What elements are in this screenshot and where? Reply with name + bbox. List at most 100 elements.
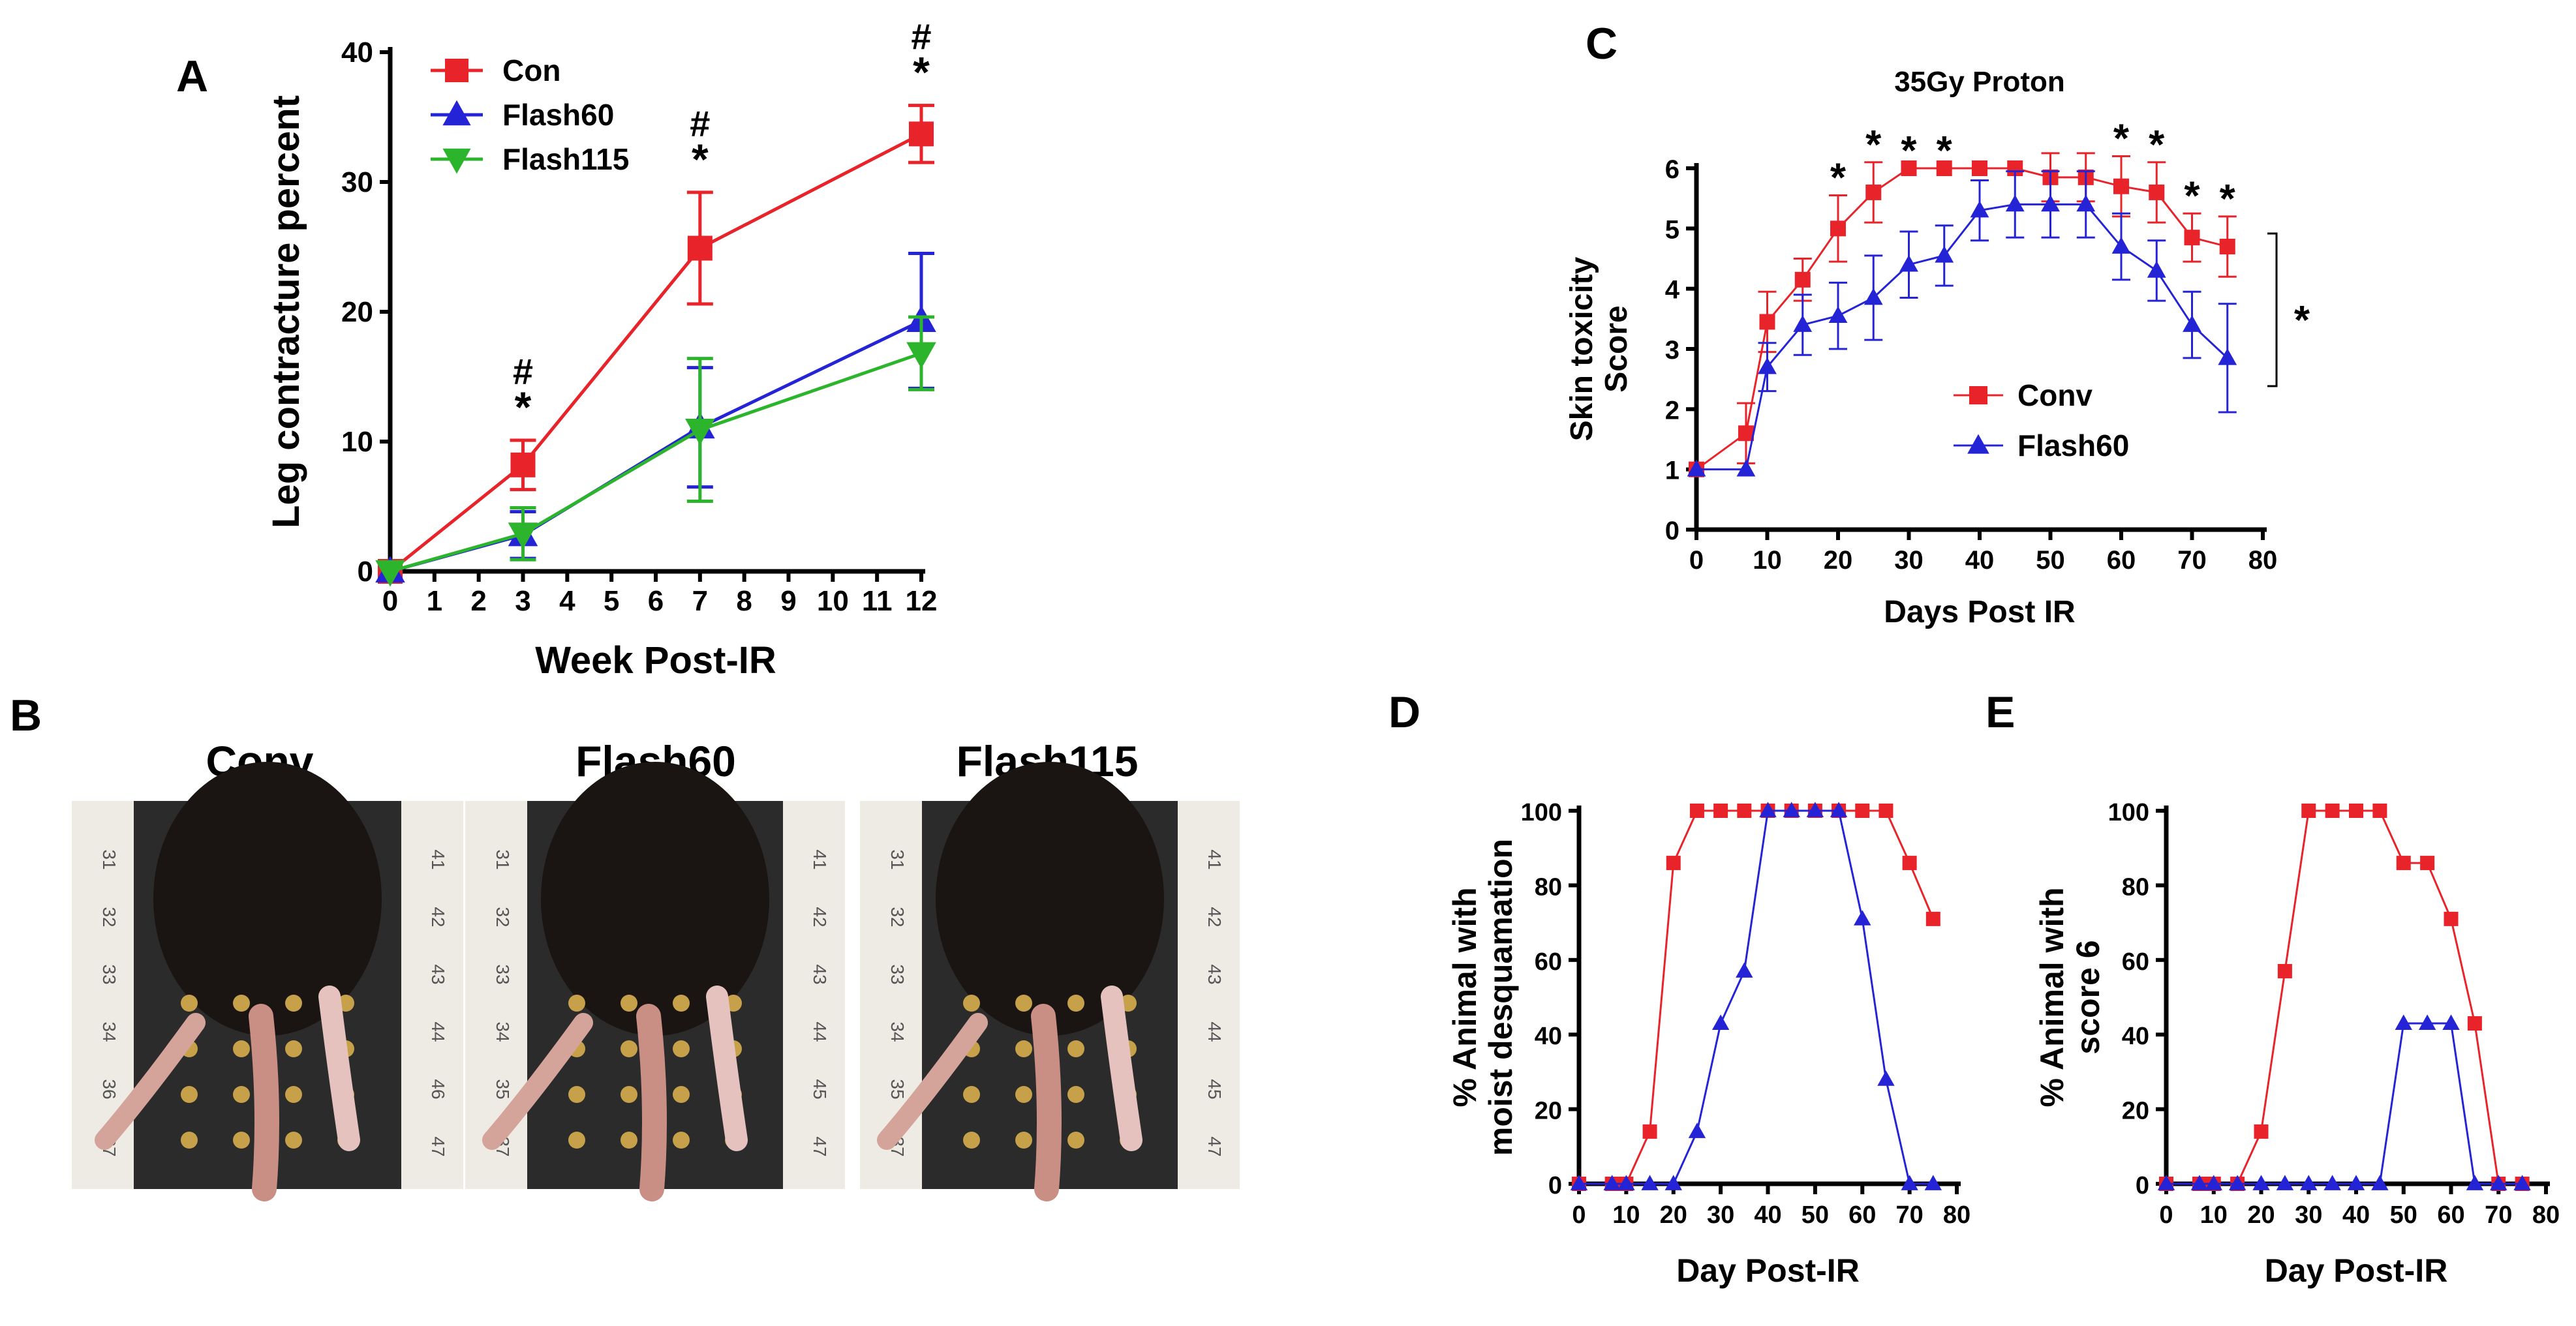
- data-point-flash60: [2218, 348, 2237, 365]
- x-tick-label: 10: [1753, 546, 1782, 575]
- electrode-dot: [673, 1132, 690, 1149]
- series-line-conv: [1579, 809, 1935, 1185]
- data-point-conv: [1902, 856, 1917, 871]
- y-tick-label: 4: [1665, 276, 1680, 305]
- y-tick-label: 5: [1665, 215, 1679, 244]
- y-axis-label: Skin toxicity: [1565, 256, 1599, 441]
- y-tick-label: 0: [1548, 1172, 1562, 1199]
- data-point-flash60: [1793, 315, 1813, 332]
- data-point-con: [909, 121, 934, 147]
- ruler-number: 44: [1204, 1021, 1225, 1042]
- electrode-dot: [1067, 1132, 1084, 1149]
- panel-letter-b: B: [10, 691, 42, 740]
- ruler-number: 34: [887, 1021, 908, 1042]
- mouse-tail: [1031, 1004, 1062, 1201]
- y-tick-label: 1: [1665, 457, 1679, 485]
- y-tick-label: 100: [2108, 799, 2149, 826]
- series-line-flash60: [390, 319, 923, 573]
- data-point-flash60: [2442, 1014, 2460, 1030]
- data-point-flash60: [1783, 802, 1800, 817]
- series-line-con: [389, 132, 923, 573]
- ruler-number: 43: [428, 964, 448, 984]
- x-tick-label: 1: [427, 585, 442, 617]
- electrode-dot: [1015, 1086, 1032, 1103]
- data-point-flash60: [1970, 200, 1989, 218]
- data-point-flash60: [2183, 315, 2201, 332]
- y-tick-label: 60: [2122, 948, 2149, 976]
- ruler-number: 42: [1204, 907, 1225, 927]
- data-point-flash60: [1830, 802, 1848, 817]
- y-axis-label: % Animal with: [2034, 887, 2070, 1107]
- ruler-right: [401, 801, 463, 1189]
- data-point-conv: [1666, 856, 1681, 871]
- chart-e: 0 10 20 30 40 50 60 70 80 0 20 40 60 80 100 Day Post-IR…: [2034, 799, 2560, 1289]
- data-point-flash60: [1664, 1175, 1682, 1190]
- data-point-flash60: [1877, 1070, 1895, 1086]
- ruler-right: [1178, 801, 1240, 1189]
- data-point-flash60: [1935, 246, 1954, 263]
- x-tick-label: 50: [2036, 546, 2065, 575]
- ruler-number: 32: [493, 907, 513, 927]
- data-point-flash60: [2490, 1175, 2507, 1190]
- series-line-flash60: [1579, 809, 1933, 1185]
- y-tick-label: 100: [1521, 799, 1562, 826]
- ruler-number: 32: [887, 907, 908, 927]
- data-point-flash60: [2466, 1175, 2484, 1190]
- x-tick-label: 60: [1848, 1201, 1876, 1229]
- x-tick-label: 80: [2248, 546, 2278, 575]
- significance-star: *: [515, 383, 532, 431]
- data-point-conv: [2420, 856, 2435, 871]
- x-tick-label: 40: [2342, 1201, 2370, 1229]
- data-point-flash60: [1806, 802, 1824, 817]
- y-tick-label: 0: [2136, 1172, 2149, 1199]
- ruler-number: 42: [428, 907, 448, 927]
- ruler-number: 31: [493, 849, 513, 869]
- y-tick-label: 40: [2122, 1023, 2149, 1050]
- data-point-conv: [2396, 856, 2411, 871]
- significance-hash: #: [513, 351, 533, 392]
- legend-marker-con: [445, 59, 468, 82]
- x-tick-label: 20: [1660, 1201, 1687, 1229]
- ruler-number: 43: [1204, 964, 1225, 984]
- x-tick-label: 4: [559, 585, 575, 617]
- data-point-flash60: [2157, 1175, 2175, 1190]
- significance-star: *: [1901, 128, 1917, 173]
- electrode-dot: [233, 1040, 250, 1057]
- ruler-number: 31: [887, 849, 908, 869]
- significance-star: *: [2220, 177, 2236, 222]
- legend-marker-flash60: [442, 100, 471, 126]
- ruler-number: 43: [810, 964, 830, 984]
- significance-star: *: [1830, 156, 1847, 201]
- data-point-conv: [1689, 804, 1704, 818]
- data-point-flash60: [2228, 1175, 2246, 1190]
- significance-hash: #: [911, 16, 931, 57]
- series-line-flash60: [2166, 1022, 2522, 1185]
- mouse-leg-left: [482, 1013, 593, 1150]
- electrode-dot: [1067, 1086, 1084, 1103]
- ruler-number: 44: [810, 1021, 830, 1042]
- series-line-conv: [1696, 167, 2228, 470]
- y-axis-label: Leg contracture percent: [265, 95, 307, 528]
- electrode-dot: [1015, 1132, 1032, 1149]
- data-point-flash60: [2205, 1175, 2222, 1190]
- x-axis-label: Days Post IR: [1884, 595, 2075, 629]
- mouse-body: [541, 762, 769, 1036]
- data-point-conv: [1713, 804, 1728, 818]
- data-point-conv: [2277, 963, 2292, 978]
- significance-hash: #: [690, 103, 710, 144]
- ruler-number: 34: [493, 1021, 513, 1042]
- mouse-leg-right: [706, 986, 748, 1151]
- x-tick-label: 30: [2295, 1201, 2322, 1229]
- data-point-flash60: [1736, 962, 1753, 978]
- data-point-flash60: [2041, 194, 2060, 212]
- x-tick-label: 30: [1894, 546, 1924, 575]
- electrode-dot: [1067, 995, 1084, 1012]
- y-tick-label: 0: [1665, 517, 1679, 545]
- data-point-flash115: [906, 342, 936, 369]
- significance-bracket: [2267, 232, 2278, 387]
- data-point-flash60: [1924, 1175, 1942, 1190]
- x-axis-label: Day Post-IR: [2265, 1252, 2448, 1289]
- data-point-conv: [1738, 425, 1754, 442]
- legend-label-conv: Conv: [2017, 378, 2093, 412]
- data-point-conv: [1855, 804, 1870, 818]
